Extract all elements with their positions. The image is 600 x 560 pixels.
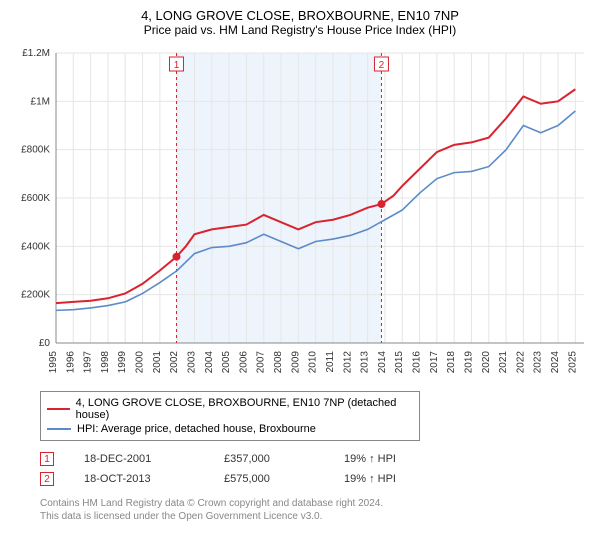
sale-price: £575,000 [224, 473, 314, 485]
sale-delta: 19% ↑ HPI [344, 453, 396, 465]
legend: 4, LONG GROVE CLOSE, BROXBOURNE, EN10 7N… [40, 391, 420, 441]
svg-text:1995: 1995 [48, 351, 59, 374]
footer-attribution: Contains HM Land Registry data © Crown c… [40, 497, 590, 523]
legend-label-2: HPI: Average price, detached house, Brox… [77, 423, 316, 435]
svg-text:2005: 2005 [221, 351, 232, 374]
svg-text:2022: 2022 [515, 351, 526, 374]
svg-text:2011: 2011 [325, 351, 336, 373]
svg-text:£1M: £1M [31, 96, 50, 107]
sale-price: £357,000 [224, 453, 314, 465]
svg-text:2016: 2016 [412, 351, 423, 374]
sale-date: 18-OCT-2013 [84, 473, 194, 485]
legend-row: 4, LONG GROVE CLOSE, BROXBOURNE, EN10 7N… [47, 396, 413, 422]
svg-text:1996: 1996 [65, 351, 76, 374]
svg-text:2006: 2006 [238, 351, 249, 374]
svg-text:2003: 2003 [186, 351, 197, 374]
sale-delta: 19% ↑ HPI [344, 473, 396, 485]
svg-text:2019: 2019 [463, 351, 474, 374]
svg-text:£800K: £800K [21, 145, 50, 156]
svg-text:1: 1 [174, 60, 180, 71]
svg-text:2024: 2024 [550, 351, 561, 374]
line-chart: £0 £200K £400K £600K £800K £1M £1.2M 1995 1996 19… [10, 45, 590, 385]
sale-marker: 1 [40, 452, 54, 466]
svg-text:£200K: £200K [21, 290, 50, 301]
svg-text:2014: 2014 [377, 351, 388, 374]
footer-line: This data is licensed under the Open Gov… [40, 510, 590, 523]
svg-text:1999: 1999 [117, 351, 128, 374]
chart-container: 4, LONG GROVE CLOSE, BROXBOURNE, EN10 7N… [0, 0, 600, 531]
svg-text:£1.2M: £1.2M [22, 48, 50, 59]
legend-swatch-1 [47, 408, 70, 410]
svg-text:2007: 2007 [256, 351, 267, 374]
svg-text:£600K: £600K [21, 193, 50, 204]
svg-text:2: 2 [379, 60, 385, 71]
svg-text:2018: 2018 [446, 351, 457, 374]
svg-text:2023: 2023 [533, 351, 544, 374]
svg-text:£0: £0 [39, 338, 51, 349]
svg-text:2001: 2001 [152, 351, 163, 374]
footer-line: Contains HM Land Registry data © Crown c… [40, 497, 590, 510]
svg-text:2008: 2008 [273, 351, 284, 374]
sale-row: 2 18-OCT-2013 £575,000 19% ↑ HPI [40, 469, 590, 489]
chart-area: £0 £200K £400K £600K £800K £1M £1.2M 1995 1996 19… [10, 45, 590, 385]
svg-text:2004: 2004 [204, 351, 215, 374]
svg-text:1998: 1998 [100, 351, 111, 374]
svg-text:2012: 2012 [342, 351, 353, 374]
svg-text:2010: 2010 [308, 351, 319, 374]
sale-date: 18-DEC-2001 [84, 453, 194, 465]
page-title: 4, LONG GROVE CLOSE, BROXBOURNE, EN10 7N… [10, 8, 590, 23]
legend-row: HPI: Average price, detached house, Brox… [47, 422, 413, 436]
svg-text:1997: 1997 [83, 351, 94, 374]
svg-text:2000: 2000 [135, 351, 146, 374]
svg-text:2015: 2015 [394, 351, 405, 374]
svg-text:2021: 2021 [498, 351, 509, 374]
sale-row: 1 18-DEC-2001 £357,000 19% ↑ HPI [40, 449, 590, 469]
sale-marker: 2 [40, 472, 54, 486]
svg-text:£400K: £400K [21, 241, 50, 252]
legend-label-1: 4, LONG GROVE CLOSE, BROXBOURNE, EN10 7N… [76, 397, 413, 421]
svg-text:2020: 2020 [481, 351, 492, 374]
svg-text:2009: 2009 [290, 351, 301, 374]
svg-text:2017: 2017 [429, 351, 440, 374]
svg-text:2002: 2002 [169, 351, 180, 374]
page-subtitle: Price paid vs. HM Land Registry's House … [10, 23, 590, 37]
svg-text:2013: 2013 [360, 351, 371, 374]
legend-swatch-2 [47, 428, 71, 430]
svg-text:2025: 2025 [567, 351, 578, 374]
sales-table: 1 18-DEC-2001 £357,000 19% ↑ HPI 2 18-OCT-201… [40, 449, 590, 489]
